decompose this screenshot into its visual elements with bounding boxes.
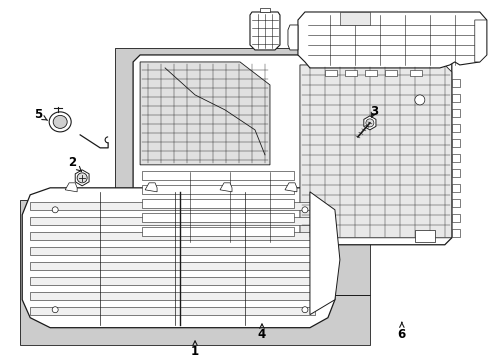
Circle shape <box>301 207 307 213</box>
Bar <box>451 79 459 87</box>
Polygon shape <box>75 170 89 186</box>
Polygon shape <box>474 20 486 62</box>
Polygon shape <box>285 183 296 192</box>
Bar <box>384 70 396 76</box>
Text: 4: 4 <box>257 324 265 341</box>
Bar <box>142 213 293 222</box>
Polygon shape <box>363 116 375 130</box>
Bar <box>30 217 314 225</box>
Circle shape <box>301 307 307 313</box>
Circle shape <box>52 307 58 313</box>
Text: 5: 5 <box>34 108 47 121</box>
Polygon shape <box>287 25 297 50</box>
Polygon shape <box>115 48 449 295</box>
Polygon shape <box>297 12 486 68</box>
Ellipse shape <box>53 116 67 129</box>
Bar <box>344 70 356 76</box>
Bar <box>451 139 459 147</box>
Polygon shape <box>309 192 339 315</box>
Polygon shape <box>140 62 269 165</box>
Bar <box>364 70 376 76</box>
Polygon shape <box>339 12 369 25</box>
Bar <box>30 247 314 255</box>
Bar <box>451 154 459 162</box>
Bar <box>451 229 459 237</box>
Bar <box>30 307 314 315</box>
Bar <box>142 171 293 180</box>
Ellipse shape <box>49 112 71 132</box>
Bar <box>30 292 314 300</box>
Bar <box>142 185 293 194</box>
Polygon shape <box>249 12 280 50</box>
Text: 2: 2 <box>68 156 81 171</box>
Bar <box>414 230 434 242</box>
Bar <box>30 277 314 285</box>
Bar <box>30 202 314 210</box>
Bar <box>451 124 459 132</box>
Polygon shape <box>145 183 157 192</box>
Bar <box>451 184 459 192</box>
Polygon shape <box>299 65 451 238</box>
Polygon shape <box>65 183 77 192</box>
Circle shape <box>365 119 373 127</box>
Bar <box>142 199 293 208</box>
Bar <box>451 169 459 177</box>
Polygon shape <box>133 55 451 245</box>
Bar <box>30 262 314 270</box>
Bar <box>451 214 459 222</box>
Polygon shape <box>22 188 334 328</box>
Bar <box>451 109 459 117</box>
Circle shape <box>77 173 87 183</box>
Bar <box>451 94 459 102</box>
Circle shape <box>52 207 58 213</box>
Bar <box>30 232 314 240</box>
Text: 6: 6 <box>397 323 405 341</box>
Text: 1: 1 <box>191 341 199 358</box>
Polygon shape <box>260 8 269 12</box>
Bar <box>142 227 293 236</box>
Circle shape <box>414 95 424 105</box>
Bar <box>324 70 336 76</box>
Bar <box>409 70 421 76</box>
Polygon shape <box>220 183 231 192</box>
Bar <box>451 199 459 207</box>
Polygon shape <box>20 200 369 345</box>
Text: 3: 3 <box>369 105 377 118</box>
